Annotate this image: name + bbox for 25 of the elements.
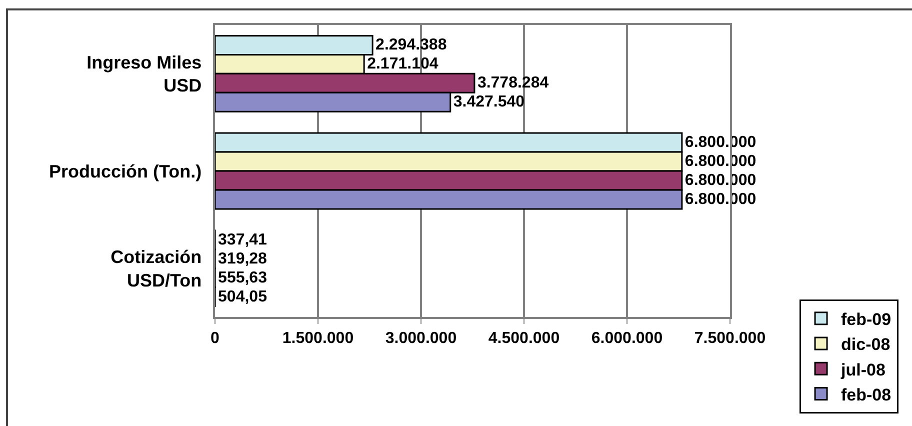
data-label: 6.800.000: [684, 190, 756, 208]
data-label: 337,41: [218, 231, 268, 248]
y-tick-label: Ingreso Miles USD: [86, 52, 202, 96]
data-label: 3.778.284: [477, 74, 549, 92]
y-tick-label: Cotización USD/Ton: [110, 246, 202, 290]
data-label: 6.800.000: [684, 134, 756, 152]
legend-label: feb-08: [841, 385, 892, 404]
x-tick-label: 7.500.000: [694, 330, 766, 347]
data-label: 3.427.540: [453, 94, 525, 111]
x-tick-label: 3.000.000: [385, 330, 457, 347]
data-label: 6.800.000: [684, 172, 756, 189]
data-label: 6.800.000: [684, 153, 756, 170]
data-label: 319,28: [218, 250, 268, 268]
data-label: 2.294.388: [376, 36, 447, 54]
x-tick-label: 0: [210, 330, 220, 347]
legend-label: dic-08: [841, 335, 890, 354]
data-label: 504,05: [218, 288, 268, 306]
x-tick-label: 6.000.000: [591, 330, 663, 347]
x-tick-label: 1.500.000: [282, 330, 354, 347]
legend-label: feb-09: [841, 310, 892, 330]
data-label: 2.171.104: [367, 56, 438, 73]
y-tick-label: Producción (Ton.): [48, 161, 202, 182]
data-label: 555,63: [218, 269, 268, 286]
legend-label: jul-08: [840, 360, 886, 380]
x-tick-label: 4.500.000: [488, 330, 560, 347]
